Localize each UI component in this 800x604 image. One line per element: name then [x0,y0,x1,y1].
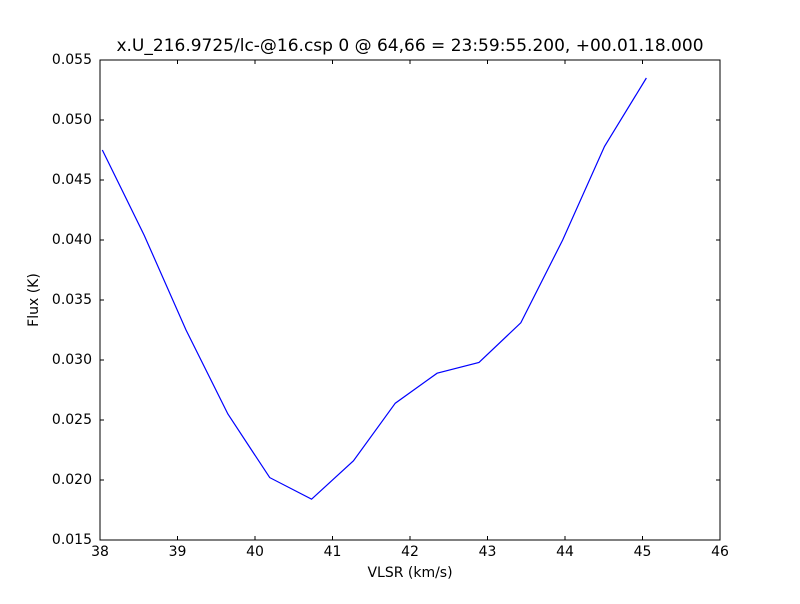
y-tick-label: 0.015 [52,532,92,548]
x-axis-label: VLSR (km/s) [367,565,452,581]
y-tick-label: 0.020 [52,472,92,488]
data-line [101,77,647,500]
y-axis-label: Flux (K) [26,273,42,327]
x-tick-label: 42 [401,544,419,560]
y-tick-label: 0.030 [52,352,92,368]
x-tick-label: 41 [324,544,342,560]
y-tick-label: 0.055 [52,52,92,68]
x-tick-label: 38 [91,544,109,560]
x-tick-label: 44 [556,544,574,560]
x-tick-label: 40 [246,544,264,560]
x-tick-label: 39 [169,544,187,560]
x-tick-label: 43 [479,544,497,560]
y-tick-label: 0.050 [52,112,92,128]
y-tick-label: 0.040 [52,232,92,248]
plot-frame [99,59,721,541]
y-tick-label: 0.045 [52,172,92,188]
y-tick-label: 0.025 [52,412,92,428]
chart-title: x.U_216.9725/lc-@16.csp 0 @ 64,66 = 23:5… [116,36,703,56]
y-tick-label: 0.035 [52,292,92,308]
x-tick-label: 45 [634,544,652,560]
x-tick-label: 46 [711,544,729,560]
